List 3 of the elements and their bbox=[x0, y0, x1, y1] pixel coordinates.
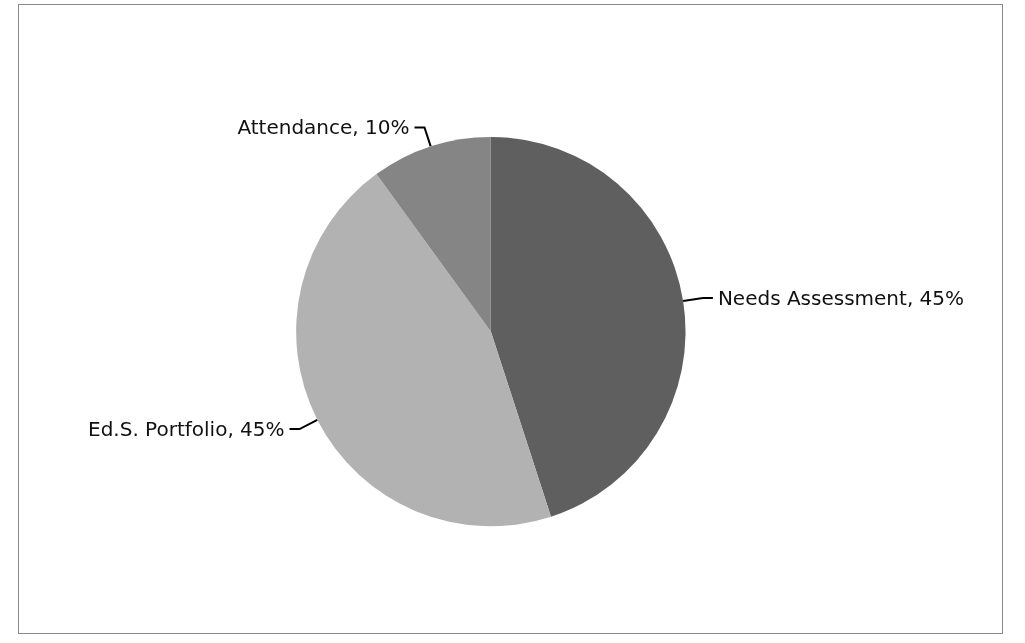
slice-label: Needs Assessment, 45% bbox=[717, 285, 965, 310]
slice-label: Ed.S. Portfolio, 45% bbox=[88, 417, 285, 442]
slice-label: Attendance, 10% bbox=[237, 115, 410, 140]
